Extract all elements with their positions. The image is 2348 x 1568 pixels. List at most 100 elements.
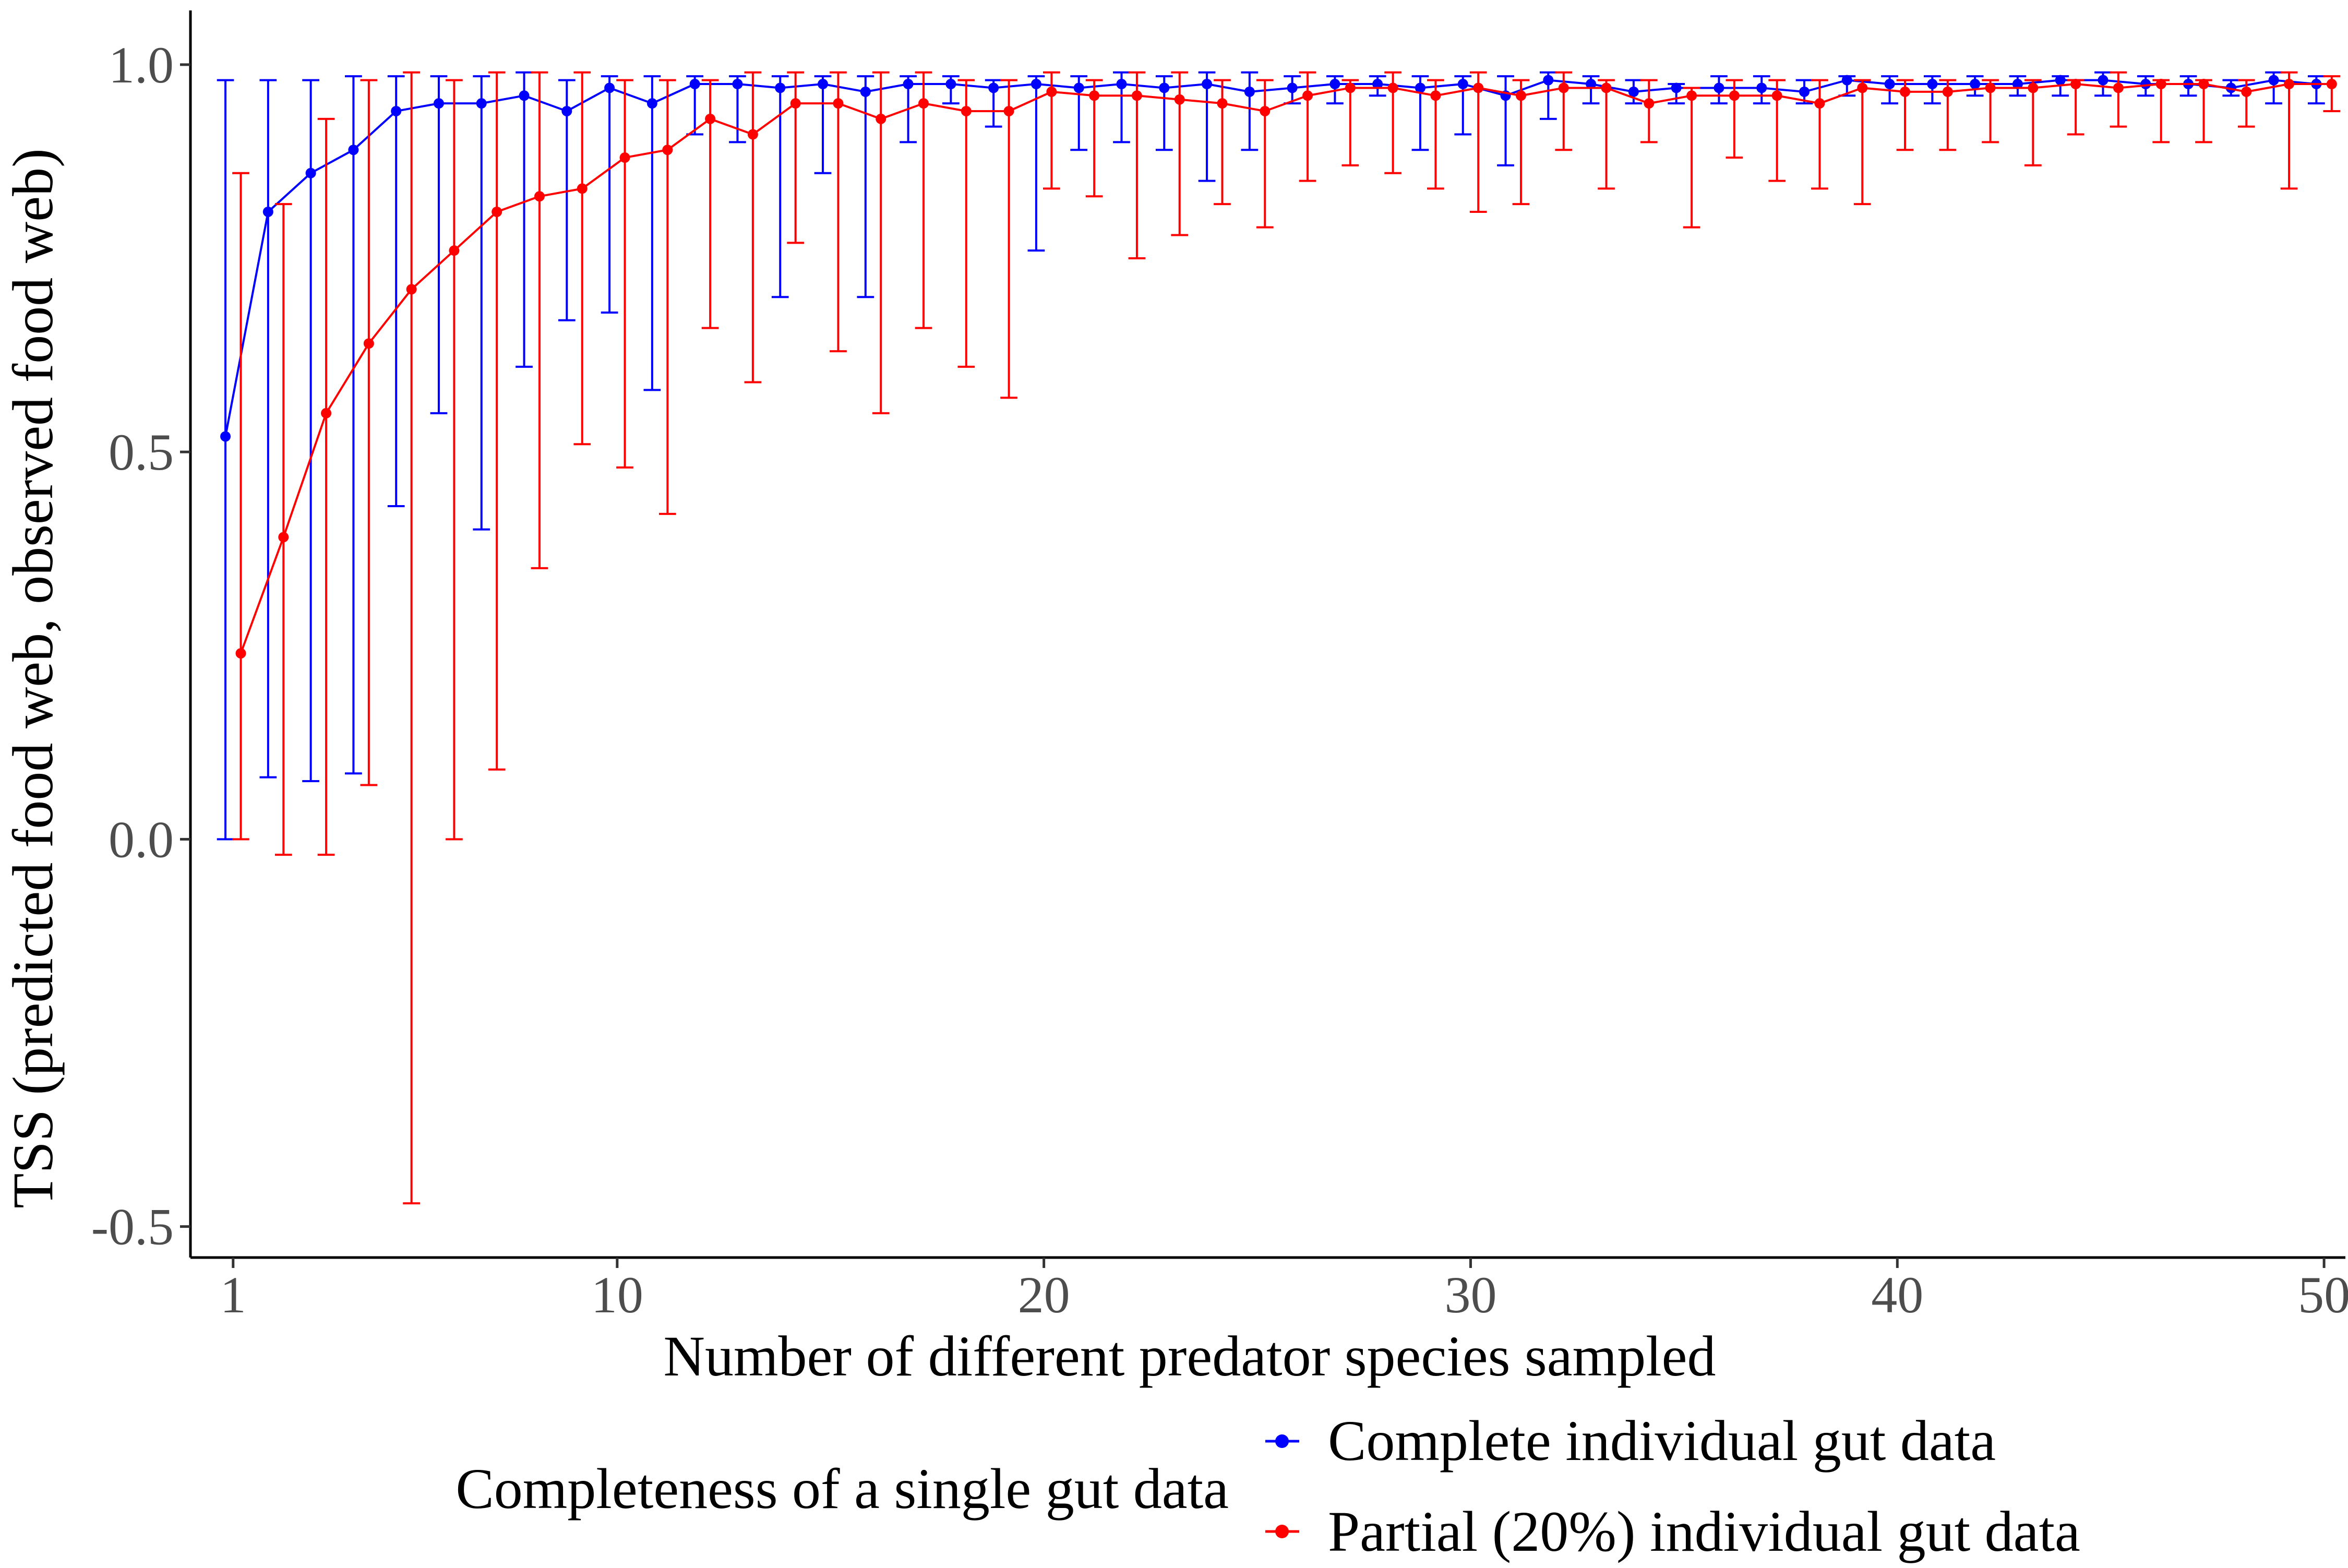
x-tick-label: 20 bbox=[1018, 1266, 1070, 1324]
data-point bbox=[1601, 82, 1612, 93]
y-axis-title: TSS (predicted food web, observed food w… bbox=[1, 148, 65, 1208]
data-point bbox=[1329, 79, 1340, 90]
data-point bbox=[775, 82, 786, 93]
data-point bbox=[561, 105, 572, 116]
legend-key-point bbox=[1275, 1434, 1289, 1448]
y-tick-label: 0.5 bbox=[109, 423, 174, 481]
y-tick-label: -0.5 bbox=[91, 1198, 174, 1256]
data-point bbox=[1628, 86, 1639, 97]
series-line bbox=[224, 79, 2317, 437]
data-point bbox=[2028, 82, 2039, 93]
data-point bbox=[1841, 75, 1852, 86]
data-point bbox=[519, 90, 530, 101]
data-point bbox=[1771, 90, 1782, 101]
data-point bbox=[449, 245, 460, 256]
data-point bbox=[1686, 90, 1697, 101]
data-point bbox=[1857, 82, 1868, 93]
data-point bbox=[577, 183, 588, 194]
data-point bbox=[818, 79, 829, 90]
data-point bbox=[646, 98, 657, 109]
data-point bbox=[1073, 82, 1084, 93]
legend-item-complete: Complete individual gut data bbox=[1265, 1409, 1996, 1473]
series-0 bbox=[217, 71, 2325, 841]
data-point bbox=[1159, 82, 1170, 93]
data-point bbox=[1387, 82, 1398, 93]
data-point bbox=[662, 145, 673, 155]
data-point bbox=[1942, 86, 1953, 97]
data-point bbox=[1457, 79, 1468, 90]
data-point bbox=[2326, 79, 2337, 90]
data-point bbox=[2155, 79, 2166, 90]
data-point bbox=[1558, 82, 1569, 93]
x-tick-label: 50 bbox=[2298, 1266, 2348, 1324]
data-point bbox=[2140, 79, 2151, 90]
data-point bbox=[790, 98, 801, 109]
data-point bbox=[433, 98, 444, 109]
data-point bbox=[1003, 105, 1014, 116]
data-point bbox=[1799, 86, 1810, 97]
data-point bbox=[220, 431, 231, 442]
data-point bbox=[961, 105, 972, 116]
data-point bbox=[689, 79, 700, 90]
data-point bbox=[705, 113, 716, 124]
data-point bbox=[1671, 82, 1682, 93]
data-point bbox=[1217, 98, 1228, 109]
data-point bbox=[860, 86, 871, 97]
data-point bbox=[604, 82, 615, 93]
data-point bbox=[1302, 90, 1313, 101]
data-point bbox=[1900, 86, 1911, 97]
data-point bbox=[534, 191, 545, 202]
x-tick-label: 10 bbox=[591, 1266, 643, 1324]
data-point bbox=[2055, 75, 2066, 86]
data-point bbox=[833, 98, 844, 109]
data-point bbox=[406, 284, 417, 295]
data-point bbox=[1202, 79, 1213, 90]
data-point bbox=[1473, 82, 1484, 93]
data-point bbox=[747, 129, 758, 140]
data-point bbox=[1543, 75, 1554, 86]
data-point bbox=[876, 113, 887, 124]
data-point bbox=[1089, 90, 1100, 101]
legend-item-partial: Partial (20%) individual gut data bbox=[1265, 1500, 2080, 1563]
data-point bbox=[348, 145, 359, 155]
series-line bbox=[239, 83, 2332, 654]
data-point bbox=[1174, 94, 1185, 105]
data-point bbox=[1714, 82, 1724, 93]
legend: Completeness of a single gut data Comple… bbox=[456, 1409, 2080, 1563]
data-point bbox=[1287, 82, 1298, 93]
legend-key-point bbox=[1275, 1525, 1289, 1538]
data-point bbox=[2070, 79, 2081, 90]
data-point bbox=[1244, 86, 1255, 97]
data-point bbox=[903, 79, 914, 90]
y-tick-label: 1.0 bbox=[109, 36, 174, 94]
data-point bbox=[1116, 79, 1127, 90]
data-point bbox=[321, 408, 332, 418]
data-point bbox=[2268, 75, 2279, 86]
data-point bbox=[619, 152, 630, 163]
data-point bbox=[1884, 79, 1895, 90]
data-point bbox=[1260, 105, 1271, 116]
data-point bbox=[1644, 98, 1655, 109]
data-point bbox=[363, 338, 374, 349]
data-point bbox=[2098, 75, 2109, 86]
data-point bbox=[1430, 90, 1441, 101]
data-point bbox=[2113, 82, 2124, 93]
data-point bbox=[262, 206, 273, 217]
data-point bbox=[305, 167, 316, 178]
data-point bbox=[918, 98, 929, 109]
data-point bbox=[945, 79, 956, 90]
data-point bbox=[1586, 79, 1597, 90]
data-point bbox=[1814, 98, 1825, 109]
plot-area bbox=[217, 71, 2341, 1205]
data-point bbox=[476, 98, 487, 109]
data-point bbox=[1131, 90, 1142, 101]
data-point bbox=[1970, 79, 1981, 90]
data-point bbox=[1031, 79, 1041, 90]
data-point bbox=[732, 79, 743, 90]
data-point bbox=[1927, 79, 1938, 90]
legend-label-complete: Complete individual gut data bbox=[1328, 1409, 1996, 1473]
data-point bbox=[1372, 79, 1383, 90]
data-point bbox=[988, 82, 999, 93]
data-point bbox=[278, 532, 289, 543]
